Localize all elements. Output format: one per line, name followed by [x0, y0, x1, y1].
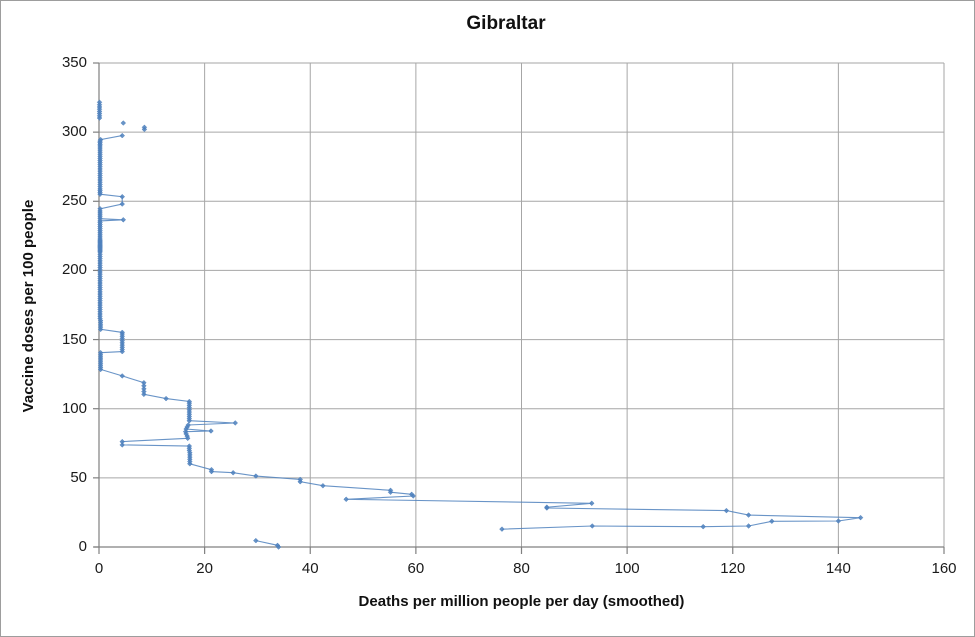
- data-point-marker: [119, 193, 125, 200]
- data-point-marker: [97, 205, 103, 212]
- data-point-marker: [120, 217, 127, 223]
- data-point-marker: [544, 504, 550, 510]
- x-tick-label: 100: [614, 560, 640, 577]
- data-point-marker: [141, 383, 147, 389]
- data-point-marker: [253, 473, 259, 479]
- data-point-marker: [163, 395, 169, 402]
- y-tick-label: 50: [70, 468, 87, 486]
- data-point-marker: [119, 438, 125, 445]
- data-point-marker: [588, 500, 595, 507]
- x-tick-label: 40: [301, 560, 319, 577]
- x-tick-label: 60: [407, 560, 425, 577]
- y-tick-label: 0: [78, 538, 87, 555]
- data-point-marker: [230, 469, 236, 476]
- data-line-segment: [99, 135, 861, 530]
- data-point-marker: [97, 349, 104, 356]
- data-point-marker: [141, 386, 147, 392]
- data-point-marker: [253, 537, 259, 544]
- x-tick-label: 20: [196, 560, 213, 577]
- y-tick-label: 200: [61, 261, 87, 279]
- data-point-marker: [208, 466, 215, 473]
- data-point-marker: [186, 398, 193, 405]
- data-line-segment: [255, 540, 280, 548]
- data-point-marker: [120, 120, 127, 126]
- data-point-marker: [141, 124, 148, 131]
- data-point-marker: [387, 487, 394, 494]
- x-axis-title: Deaths per million people per day (smoot…: [358, 593, 685, 610]
- data-point-marker: [408, 491, 415, 498]
- data-point-marker: [857, 514, 864, 521]
- y-tick-label: 150: [61, 330, 87, 348]
- y-tick-label: 350: [61, 54, 87, 71]
- y-tick-label: 250: [61, 192, 87, 210]
- data-point-marker: [297, 476, 303, 483]
- data-point-marker: [499, 526, 505, 532]
- x-tick-label: 80: [513, 560, 530, 577]
- data-point-marker: [141, 379, 147, 386]
- data-point-marker: [186, 443, 193, 449]
- data-point-marker: [232, 420, 239, 426]
- x-tick-label: 120: [720, 560, 746, 577]
- data-point-marker: [185, 422, 192, 428]
- data-point-marker: [119, 442, 125, 448]
- x-tick-label: 140: [825, 560, 851, 577]
- data-point-marker: [745, 523, 752, 529]
- data-point-marker: [119, 201, 125, 207]
- data-point-marker: [589, 523, 596, 529]
- data-point-marker: [343, 496, 349, 503]
- chart-title: Gibraltar: [466, 13, 546, 34]
- x-tick-label: 160: [931, 560, 957, 577]
- data-point-marker: [119, 373, 125, 379]
- data-point-marker: [141, 388, 147, 395]
- data-point-marker: [723, 507, 730, 514]
- data-point-marker: [96, 99, 103, 106]
- data-point-marker: [835, 518, 842, 524]
- data-point-marker: [745, 512, 752, 518]
- y-tick-label: 100: [61, 399, 87, 417]
- data-point-marker: [141, 391, 147, 398]
- x-tick-label: 0: [94, 560, 104, 577]
- data-point-marker: [97, 136, 104, 143]
- data-point-marker: [274, 542, 281, 549]
- data-point-marker: [208, 428, 214, 434]
- y-tick-label: 300: [61, 123, 87, 141]
- data-point-marker: [119, 132, 125, 139]
- data-point-marker: [119, 329, 125, 336]
- data-point-marker: [769, 518, 775, 525]
- data-point-marker: [320, 482, 326, 489]
- data-point-marker: [700, 523, 706, 530]
